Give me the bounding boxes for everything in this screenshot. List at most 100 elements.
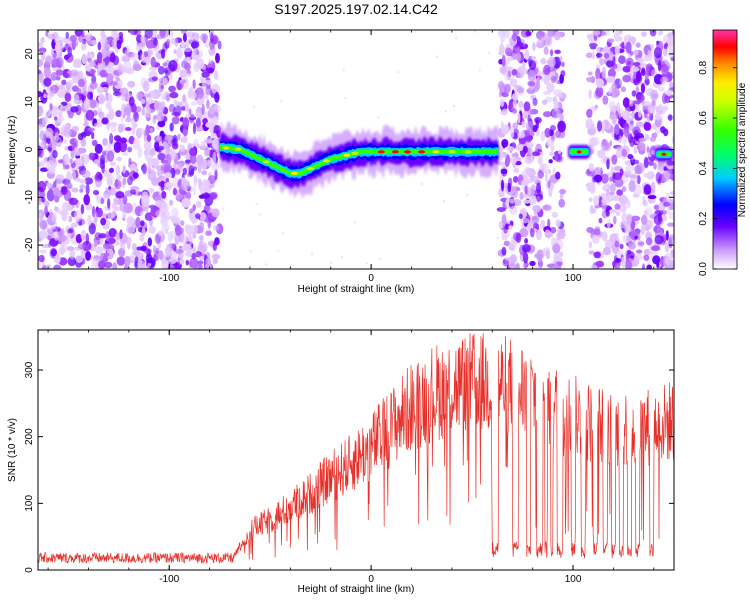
noise-blob (214, 169, 218, 181)
noise-blob (659, 228, 664, 237)
noise-blob (627, 133, 634, 144)
noise-blob (589, 45, 597, 50)
noise-blob (116, 175, 122, 181)
noise-blob (597, 120, 603, 132)
noise-blob (185, 259, 189, 266)
noise-blob (40, 37, 45, 44)
noise-blob (177, 133, 181, 141)
noise-blob (90, 39, 98, 45)
noise-blob (53, 264, 62, 269)
noise-blob (624, 222, 631, 235)
noise-blob (80, 247, 86, 258)
noise-blob (669, 190, 674, 196)
noise-blob (53, 230, 60, 241)
noise-blob (141, 107, 146, 116)
noise-blob (59, 84, 66, 97)
noise-blob (38, 198, 42, 206)
noise-blob (208, 48, 216, 56)
noise-blob (666, 192, 671, 203)
noise-blob (144, 107, 152, 119)
noise-blob (537, 156, 543, 165)
noise-blob (592, 30, 601, 36)
noise-blob (618, 203, 627, 213)
noise-blob (105, 102, 112, 110)
noise-blob (195, 213, 201, 220)
noise-blob (121, 95, 126, 101)
noise-blob (593, 228, 601, 236)
noise-blob (643, 248, 651, 256)
noise-blob (172, 187, 177, 196)
spectrogram-y-tick-label: 0 (24, 146, 35, 152)
noise-blob (54, 195, 60, 203)
noise-blob (501, 213, 507, 226)
noise-blob (172, 216, 181, 226)
noise-blob (93, 159, 101, 165)
noise-blob (157, 120, 166, 128)
noise-blob (146, 49, 152, 59)
noise-blob (618, 194, 628, 206)
noise-blob (542, 204, 552, 211)
noise-blob (544, 171, 548, 183)
noise-blob (123, 106, 132, 116)
noise-blob (174, 233, 180, 245)
noise-blob (38, 211, 42, 218)
noise-blob (212, 224, 220, 232)
noise-blob (543, 46, 549, 55)
noise-blob (546, 249, 551, 260)
noise-blob (544, 127, 551, 138)
noise-blob (87, 214, 92, 226)
noise-blob (613, 133, 620, 141)
spectrogram-x-tick-label: 100 (565, 273, 582, 284)
noise-blob (519, 228, 529, 238)
noise-blob (666, 160, 674, 166)
noise-blob (642, 263, 646, 269)
noise-blob (655, 112, 662, 121)
noise-blob (67, 256, 77, 267)
noise-blob (40, 50, 46, 61)
noise-blob (669, 234, 674, 241)
noise-blob (75, 150, 82, 156)
noise-blob (74, 30, 83, 37)
noise-blob (38, 261, 42, 269)
ridge-hotspot (343, 153, 351, 157)
noise-blob (595, 86, 604, 98)
noise-blob (524, 49, 530, 60)
noise-blob (616, 264, 620, 269)
noise-blob (188, 165, 195, 176)
noise-blob (497, 80, 504, 91)
noise-dot (264, 263, 268, 266)
noise-blob (663, 43, 668, 50)
noise-blob (633, 49, 639, 56)
noise-blob (135, 44, 141, 52)
noise-blob (501, 92, 509, 98)
noise-blob (59, 104, 64, 111)
noise-blob (667, 114, 673, 121)
noise-blob (591, 51, 596, 60)
noise-blob (588, 250, 595, 255)
snr-x-ticks: -100 0 100 (47, 330, 655, 585)
noise-blob (196, 154, 204, 166)
noise-blob (51, 212, 57, 223)
noise-blob (651, 245, 661, 252)
noise-blob (103, 252, 110, 257)
noise-blob (624, 173, 630, 178)
noise-blob (58, 110, 63, 119)
noise-blob (77, 243, 86, 250)
noise-blob (160, 92, 166, 101)
noise-blob (115, 164, 121, 177)
colorbar-tick-label: 0.2 (698, 211, 709, 225)
noise-blob (89, 81, 98, 90)
noise-blob (663, 170, 670, 179)
noise-blob (526, 142, 534, 149)
noise-blob (72, 170, 76, 181)
noise-blob (120, 242, 126, 252)
ridge-hotspot (234, 147, 242, 151)
noise-blob (66, 183, 73, 190)
noise-blob (614, 123, 620, 136)
noise-blob (214, 105, 222, 113)
noise-blob (91, 258, 99, 267)
noise-blob (71, 39, 76, 51)
spectrogram-y-label: Frequency (Hz) (7, 116, 18, 185)
noise-blob (590, 136, 600, 147)
noise-dot (500, 42, 503, 45)
